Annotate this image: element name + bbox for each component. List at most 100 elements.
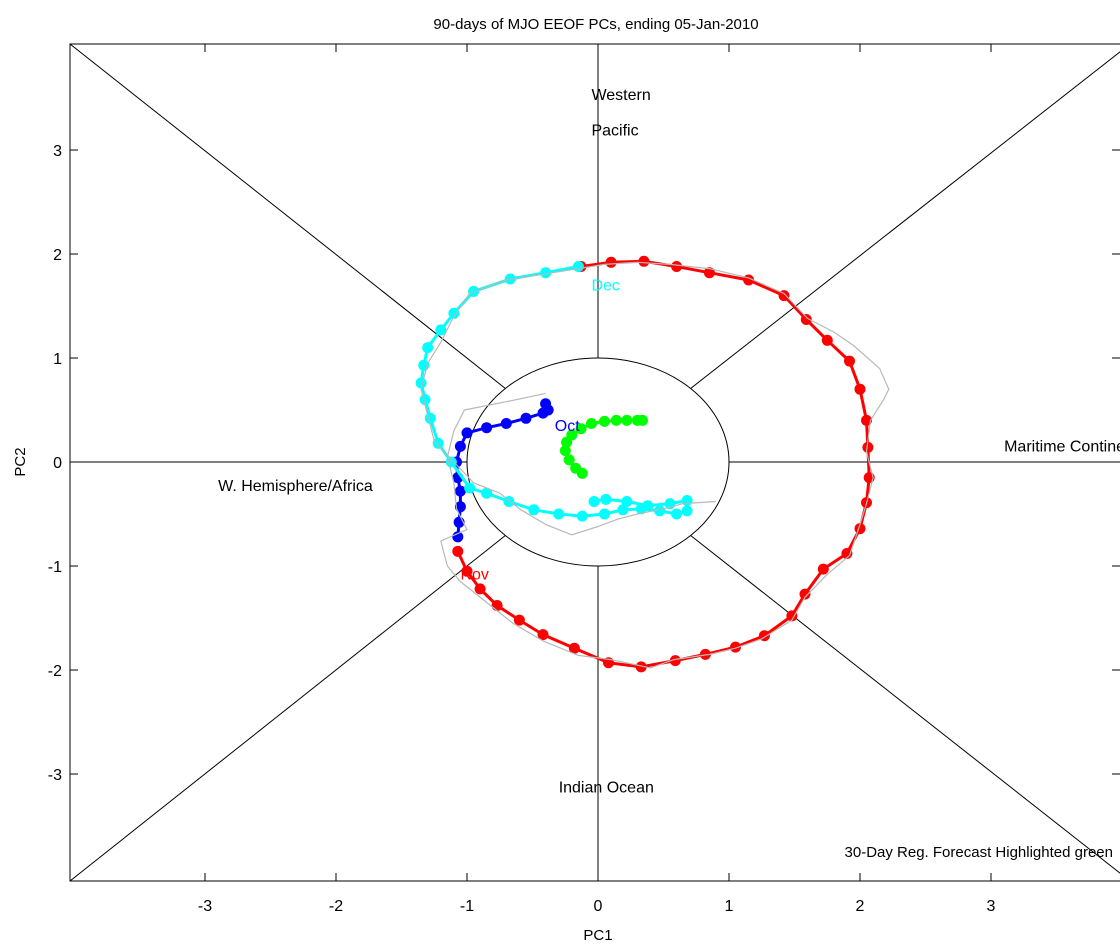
- series-dec-point-6: [422, 342, 434, 354]
- region-label-indian: Indian Ocean: [559, 780, 654, 797]
- series-nov-point-0: [452, 545, 464, 557]
- series-dec-point-9: [419, 394, 431, 406]
- series-dec-point-11: [432, 437, 444, 449]
- series-dec-point-5: [435, 324, 447, 336]
- series-dec-point-0: [572, 261, 584, 272]
- series-observed: [420, 261, 890, 669]
- series-nov-point-31: [605, 256, 617, 268]
- series-nov-point-30: [638, 255, 650, 267]
- series-nov-point-20: [862, 441, 874, 453]
- month-label-oct: Oct: [555, 418, 580, 435]
- series-nov-point-3: [491, 600, 503, 611]
- diagonal-lower-right: [690, 535, 1120, 874]
- series-oct-point-7: [454, 440, 466, 452]
- series-nov-point-23: [844, 355, 855, 367]
- diagonal-upper-right: [690, 51, 1120, 389]
- diagonal-upper-left: [70, 44, 506, 389]
- x-axis-label: PC1: [583, 927, 612, 944]
- series-forecast-point-8: [599, 415, 610, 427]
- series-nov-point-24: [821, 334, 833, 346]
- axis-ticks: -3 -2 -1 0 1 2 3 -3 -2 -1 0 1 2 3: [48, 44, 1120, 915]
- y-tick-label: 0: [53, 455, 62, 472]
- forecast-annotation: 30-Day Reg. Forecast Highlighted green: [845, 844, 1113, 861]
- series-nov-point-14: [799, 588, 811, 600]
- series-nov-point-13: [786, 610, 798, 622]
- x-tick-label: -1: [460, 898, 474, 915]
- series-dec: [415, 261, 693, 522]
- region-label-maritime: Maritime Continent: [1004, 439, 1120, 456]
- series-dec-point-22: [654, 505, 666, 517]
- series-dec-point-24: [681, 505, 693, 517]
- month-label-nov: Nov: [460, 567, 488, 584]
- y-axis-label: PC2: [12, 447, 29, 476]
- series-oct: [451, 398, 554, 543]
- series-nov-point-4: [513, 614, 525, 626]
- series-nov-point-6: [568, 642, 580, 654]
- series-forecast-point-12: [637, 414, 648, 426]
- y-tick-label: -2: [48, 663, 62, 680]
- series-dec-point-29: [600, 493, 612, 505]
- region-label-whemisphere: W. Hemisphere/Africa: [218, 478, 373, 495]
- series-forecast-point-10: [621, 414, 633, 426]
- chart-title: 90-days of MJO EEOF PCs, ending 05-Jan-2…: [433, 16, 758, 33]
- series-oct-point-2: [537, 407, 549, 419]
- y-tick-label: -3: [48, 767, 62, 784]
- x-tick-label: 3: [987, 898, 996, 915]
- y-tick-label: 2: [53, 247, 62, 264]
- x-tick-label: 2: [856, 898, 865, 915]
- region-labels-layer: Western Pacific Maritime Continent W. Hemis…: [218, 87, 1120, 797]
- series-dec-point-25: [681, 495, 693, 506]
- series-observed-line: [420, 261, 890, 669]
- x-tick-label: 1: [725, 898, 734, 915]
- y-tick-label: -1: [48, 559, 62, 576]
- series-forecast-point-3: [559, 445, 571, 457]
- series-dec-point-14: [481, 487, 493, 499]
- region-label-western: Western: [591, 87, 650, 104]
- series-forecast-point-9: [610, 414, 622, 426]
- series-forecast-point-2: [563, 454, 575, 466]
- series-nov-point-29: [671, 261, 683, 272]
- series-oct-point-6: [461, 427, 473, 439]
- series-nov-point-11: [730, 641, 741, 653]
- phase-diagram-guides: [70, 44, 1120, 881]
- month-label-dec: Dec: [591, 277, 619, 294]
- diagonal-lower-left: [70, 535, 506, 881]
- series-nov-point-21: [861, 414, 872, 426]
- series-dec-point-20: [617, 504, 629, 516]
- series-oct-point-5: [481, 422, 493, 434]
- series-forecast-point-1: [570, 462, 582, 474]
- series-dec-point-18: [576, 510, 588, 522]
- series-forecast-point-5: [566, 429, 578, 441]
- series-dec-point-17: [553, 508, 565, 520]
- series-dec-point-30: [588, 496, 600, 507]
- series-nov-point-8: [635, 661, 647, 673]
- series-dec-point-23: [671, 508, 683, 520]
- series-dec-point-19: [599, 508, 610, 520]
- series-oct-point-11: [454, 501, 466, 513]
- series-forecast: [559, 414, 648, 479]
- series-nov-point-15: [817, 563, 829, 575]
- series-oct-point-4: [500, 418, 512, 429]
- series-nov-point-2: [474, 583, 486, 595]
- series-nov-point-9: [669, 655, 681, 667]
- series-dec-point-13: [464, 482, 476, 494]
- unit-circle: [466, 357, 730, 567]
- series-forecast-point-6: [575, 423, 587, 435]
- series-dec-point-27: [642, 500, 654, 512]
- series-oct-point-10: [454, 485, 466, 497]
- series-layer: [415, 255, 890, 673]
- x-tick-label: -3: [198, 898, 212, 915]
- series-oct-point-3: [520, 412, 532, 424]
- series-nov-point-5: [537, 629, 549, 641]
- series-nov-point-1: [461, 565, 473, 577]
- series-dec-point-28: [621, 496, 633, 507]
- x-tick-label: 0: [594, 898, 603, 915]
- y-tick-label: 3: [53, 143, 62, 160]
- region-label-pacific: Pacific: [591, 122, 638, 139]
- series-dec-point-1: [540, 267, 552, 279]
- series-nov-point-22: [854, 383, 866, 395]
- series-nov: [452, 255, 875, 673]
- x-tick-label: -2: [329, 898, 343, 915]
